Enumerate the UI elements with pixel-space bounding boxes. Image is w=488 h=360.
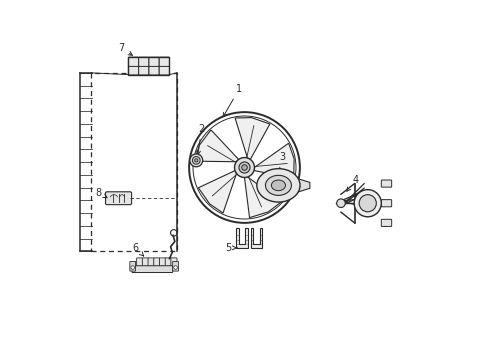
- Polygon shape: [194, 130, 238, 162]
- FancyBboxPatch shape: [130, 261, 135, 271]
- Text: 5: 5: [225, 243, 237, 253]
- FancyBboxPatch shape: [172, 261, 178, 271]
- Text: 1: 1: [223, 84, 242, 117]
- Circle shape: [358, 195, 376, 212]
- Circle shape: [241, 165, 247, 170]
- Ellipse shape: [256, 168, 300, 202]
- Polygon shape: [253, 143, 293, 178]
- FancyBboxPatch shape: [381, 219, 391, 226]
- FancyBboxPatch shape: [381, 200, 391, 207]
- Polygon shape: [198, 171, 236, 213]
- FancyBboxPatch shape: [159, 258, 165, 267]
- Circle shape: [336, 199, 345, 207]
- FancyBboxPatch shape: [149, 66, 159, 75]
- Ellipse shape: [265, 175, 291, 195]
- FancyBboxPatch shape: [148, 258, 154, 267]
- FancyBboxPatch shape: [139, 66, 149, 75]
- Text: 6: 6: [132, 243, 143, 256]
- FancyBboxPatch shape: [381, 180, 391, 187]
- FancyBboxPatch shape: [159, 57, 169, 66]
- FancyBboxPatch shape: [171, 258, 177, 267]
- FancyBboxPatch shape: [128, 57, 139, 66]
- Polygon shape: [236, 228, 247, 248]
- Polygon shape: [250, 228, 262, 248]
- Circle shape: [173, 266, 177, 269]
- Text: 2: 2: [196, 124, 204, 155]
- Circle shape: [131, 266, 134, 269]
- Circle shape: [239, 162, 249, 173]
- Text: 3: 3: [277, 152, 285, 174]
- Circle shape: [194, 159, 198, 162]
- FancyBboxPatch shape: [132, 266, 172, 273]
- FancyBboxPatch shape: [136, 258, 142, 267]
- FancyBboxPatch shape: [153, 258, 160, 267]
- FancyBboxPatch shape: [165, 258, 171, 267]
- Circle shape: [192, 157, 200, 164]
- FancyBboxPatch shape: [142, 258, 148, 267]
- Text: 8: 8: [95, 188, 107, 198]
- Text: 7: 7: [118, 43, 132, 55]
- Polygon shape: [244, 177, 281, 218]
- Circle shape: [353, 190, 381, 217]
- FancyBboxPatch shape: [149, 57, 159, 66]
- FancyBboxPatch shape: [105, 192, 131, 204]
- Polygon shape: [294, 177, 309, 193]
- Text: 4: 4: [346, 175, 358, 191]
- Bar: [91, 73, 176, 251]
- Polygon shape: [235, 118, 269, 159]
- FancyBboxPatch shape: [159, 66, 169, 75]
- FancyBboxPatch shape: [128, 66, 139, 75]
- Ellipse shape: [271, 180, 285, 191]
- Circle shape: [189, 154, 203, 167]
- Circle shape: [234, 158, 254, 177]
- FancyBboxPatch shape: [139, 57, 149, 66]
